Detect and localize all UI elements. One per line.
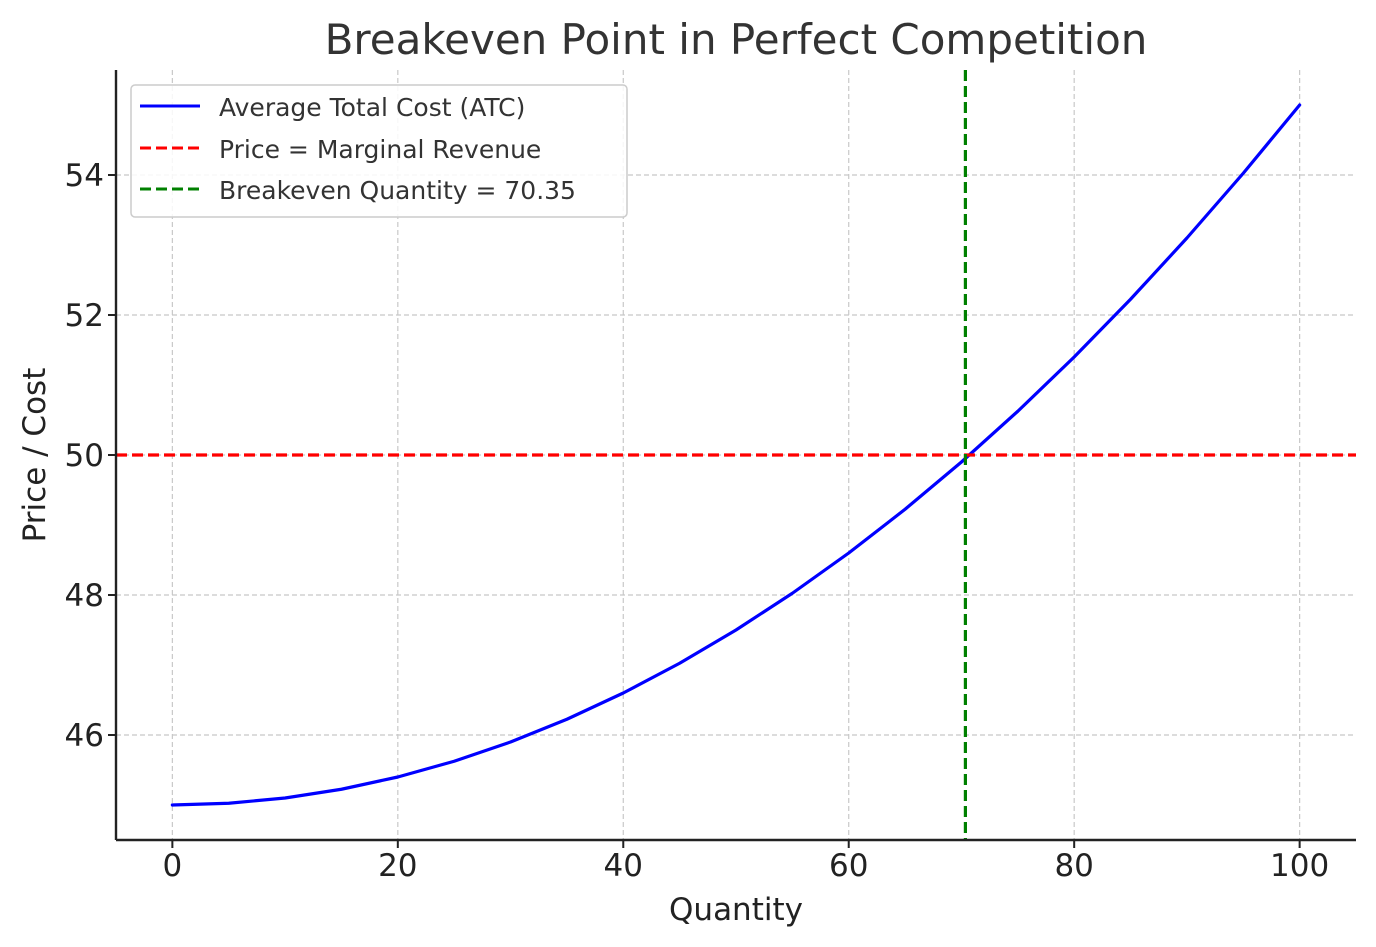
y-tick-label: 48: [65, 578, 104, 614]
y-tick-label: 54: [65, 158, 104, 194]
chart-title: Breakeven Point in Perfect Competition: [325, 15, 1148, 64]
x-tick-label: 60: [829, 848, 868, 884]
x-tick-label: 0: [162, 848, 182, 884]
legend-label-price: Price = Marginal Revenue: [219, 135, 541, 164]
legend-label-atc: Average Total Cost (ATC): [219, 93, 525, 122]
x-tick-label: 40: [604, 848, 643, 884]
x-axis-label: Quantity: [669, 892, 803, 928]
series-line-atc: [170, 103, 1302, 807]
y-tick-label: 50: [65, 438, 104, 474]
y-tick-label: 52: [65, 298, 104, 334]
x-tick-label: 100: [1270, 848, 1329, 884]
legend-box: [130, 84, 628, 218]
x-tick-label: 20: [378, 848, 417, 884]
legend: Average Total Cost (ATC) Price = Margina…: [130, 84, 628, 218]
x-tick-label: 80: [1054, 848, 1093, 884]
tick-layer: 0 20 40 60 80 100 46 48 50 52 54: [65, 158, 1330, 884]
series-layer: [116, 70, 1356, 840]
y-axis-label: Price / Cost: [17, 368, 53, 543]
legend-label-breakeven: Breakeven Quantity = 70.35: [219, 176, 576, 205]
y-tick-label: 46: [65, 718, 104, 754]
